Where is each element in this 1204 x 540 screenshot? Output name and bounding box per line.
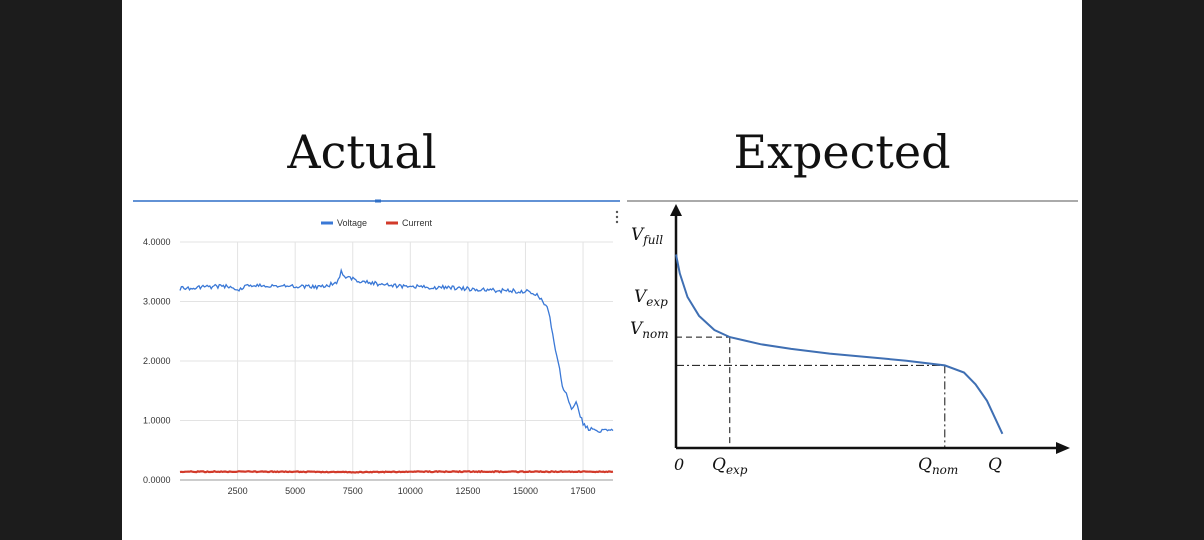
actual-series-voltage-line bbox=[179, 267, 614, 433]
slide: Actual Expected bbox=[122, 0, 1082, 540]
title-expected: Expected bbox=[733, 125, 951, 179]
actual-x-tick-label: 2500 bbox=[228, 486, 248, 496]
actual-x-tick-label: 17500 bbox=[571, 486, 596, 496]
legend-voltage-label: Voltage bbox=[337, 218, 367, 228]
legend-current-label: Current bbox=[402, 218, 433, 228]
actual-x-tick-label: 7500 bbox=[343, 486, 363, 496]
expected-y-arrow bbox=[670, 204, 682, 216]
actual-series bbox=[179, 267, 614, 474]
expected-curve bbox=[675, 254, 1004, 435]
actual-x-tick-label: 12500 bbox=[455, 486, 480, 496]
expected-x-arrow bbox=[1056, 442, 1070, 454]
actual-x-tick-label: 15000 bbox=[513, 486, 538, 496]
actual-y-tick-label: 3.0000 bbox=[143, 297, 171, 307]
actual-series-current-line bbox=[179, 469, 614, 474]
actual-y-tick-label: 2.0000 bbox=[143, 356, 171, 366]
actual-y-tick-label: 1.0000 bbox=[143, 416, 171, 426]
label-v-nom: Vnom bbox=[630, 319, 669, 341]
title-actual: Actual bbox=[287, 125, 437, 179]
actual-x-tick-label: 5000 bbox=[285, 486, 305, 496]
actual-y-tick-label: 0.0000 bbox=[143, 475, 171, 485]
label-origin: 0 bbox=[674, 455, 684, 474]
actual-menu-icon[interactable] bbox=[615, 210, 619, 224]
label-q-axis: Q bbox=[988, 455, 1002, 475]
actual-y-tick-label: 4.0000 bbox=[143, 237, 171, 247]
actual-legend: Voltage Current bbox=[321, 218, 433, 228]
actual-top-rule-handle[interactable] bbox=[375, 199, 381, 203]
actual-x-tick-label: 10000 bbox=[398, 486, 423, 496]
actual-tick-labels: 0.0000 1.0000 2.0000 3.0000 4.0000 2500 5000 75… bbox=[143, 237, 596, 496]
label-q-exp: Qexp bbox=[712, 455, 748, 477]
expected-axes bbox=[670, 204, 1070, 454]
label-v-exp: Vexp bbox=[634, 287, 668, 309]
expected-labels: Vfull Vexp Vnom 0 Qexp Qnom Q bbox=[630, 225, 1002, 477]
expected-guides bbox=[676, 336, 946, 448]
label-q-nom: Qnom bbox=[918, 455, 958, 477]
label-v-full: Vfull bbox=[631, 225, 663, 247]
actual-grid bbox=[180, 241, 613, 481]
